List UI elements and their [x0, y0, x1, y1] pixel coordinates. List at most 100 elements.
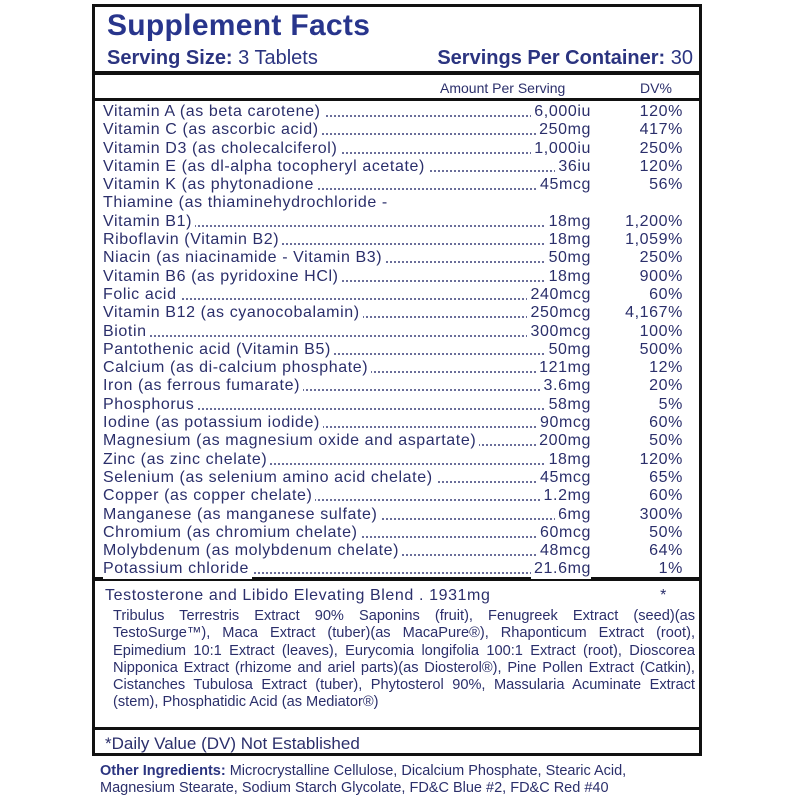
nutrient-row: Copper (as copper chelate) 1.2mg 60% — [103, 487, 691, 506]
nutrient-amount: 200mg — [536, 432, 591, 451]
nutrient-name: Vitamin D3 (as cholecalciferol) — [103, 139, 341, 158]
dv-column-header: DV% — [640, 80, 672, 96]
dot-leader — [103, 462, 587, 465]
servings-per-container: Servings Per Container: 30 — [437, 47, 693, 70]
nutrient-row: Zinc (as zinc chelate) 18mg 120% — [103, 450, 691, 469]
nutrient-dv: 250% — [639, 139, 683, 157]
nutrient-name: Vitamin C (as ascorbic acid) — [103, 121, 322, 140]
nutrient-dv: 120% — [639, 157, 683, 175]
supplement-facts-panel: Supplement Facts Serving Size: 3 Tablets… — [92, 4, 702, 756]
nutrient-row: Manganese (as manganese sulfate) 6mg 300% — [103, 505, 691, 524]
nutrient-amount: 250mg — [536, 121, 591, 140]
nutrient-amount: 6mg — [555, 505, 591, 524]
servings-label: Servings Per Container: — [437, 47, 666, 69]
dot-leader — [103, 151, 587, 154]
nutrient-amount: 18mg — [545, 231, 591, 250]
nutrient-row: Biotin 300mcg 100% — [103, 322, 691, 341]
nutrient-amount: 60mcg — [536, 523, 591, 543]
nutrient-amount: 121mg — [536, 359, 591, 378]
dot-leader — [103, 115, 587, 117]
nutrient-dv: 50% — [649, 523, 683, 541]
nutrient-dv: 65% — [649, 468, 683, 486]
nutrient-row: Thiamine (as thiaminehydrochloride - — [103, 194, 691, 213]
dot-leader — [103, 572, 587, 575]
blend-title: Testosterone and Libido Elevating Blend … — [105, 587, 491, 604]
nutrient-amount: 1.2mg — [540, 487, 591, 506]
serving-size-value: 3 Tablets — [238, 47, 318, 69]
nutrient-name: Phosphorus — [103, 395, 198, 415]
nutrient-dv: 120% — [639, 450, 683, 468]
nutrient-amount: 6,000iu — [531, 103, 591, 122]
nutrient-amount: 45mcg — [536, 176, 591, 195]
other-ingredients: Other Ingredients: Microcrystalline Cell… — [100, 763, 700, 797]
nutrient-row: Vitamin A (as beta carotene) 6,000iu 120% — [103, 103, 691, 122]
divider — [95, 98, 699, 101]
nutrient-name: Magnesium (as magnesium oxide and aspart… — [103, 432, 480, 451]
nutrient-name: Chromium (as chromium chelate) — [103, 523, 361, 543]
dot-leader — [103, 334, 587, 337]
nutrient-dv: 5% — [658, 395, 683, 413]
nutrient-dv: 417% — [639, 121, 683, 139]
blend-dv: * — [660, 587, 667, 604]
nutrient-dv: 100% — [639, 322, 683, 340]
nutrient-name: Vitamin B12 (as cyanocobalamin) — [103, 304, 363, 323]
nutrient-amount: 18mg — [545, 212, 591, 232]
nutrient-name: Copper (as copper chelate) — [103, 487, 316, 506]
nutrient-amount: 50mg — [545, 249, 591, 268]
nutrient-amount: 45mcg — [536, 468, 591, 488]
nutrient-amount: 90mcg — [536, 414, 591, 433]
nutrient-name: Vitamin E (as dl-alpha tocopheryl acetat… — [103, 157, 428, 177]
nutrient-amount: 300mcg — [527, 322, 591, 341]
dot-leader — [103, 243, 587, 246]
nutrient-name: Vitamin B1) — [103, 212, 196, 232]
nutrient-dv: 300% — [639, 505, 683, 523]
nutrient-dv: 60% — [649, 487, 683, 505]
dot-leader — [103, 279, 587, 282]
nutrient-dv: 4,167% — [625, 304, 683, 322]
nutrient-name: Thiamine (as thiaminehydrochloride - — [103, 194, 391, 213]
nutrient-name: Vitamin A (as beta carotene) — [103, 103, 324, 122]
panel-title: Supplement Facts — [107, 9, 371, 42]
other-ingredients-text: Microcrystalline Cellulose, Dicalcium Ph… — [100, 763, 627, 796]
nutrient-row: Folic acid 240mcg 60% — [103, 285, 691, 305]
nutrient-row: Vitamin E (as dl-alpha tocopheryl acetat… — [103, 157, 691, 177]
nutrient-row: Molybdenum (as molybdenum chelate) 48mcg 6… — [103, 542, 691, 561]
proprietary-blend: Testosterone and Libido Elevating Blend … — [105, 587, 695, 712]
nutrient-row: Selenium (as selenium amino acid chelate… — [103, 468, 691, 488]
divider — [95, 71, 699, 75]
nutrient-dv: 12% — [649, 359, 683, 377]
nutrient-amount: 21.6mg — [531, 560, 591, 579]
nutrient-list: Vitamin A (as beta carotene) 6,000iu 120% V… — [103, 103, 691, 579]
serving-size-label: Serving Size: — [107, 47, 233, 69]
dv-note: *Daily Value (DV) Not Established — [105, 734, 360, 753]
nutrient-row: Vitamin D3 (as cholecalciferol) 1,000iu 25… — [103, 139, 691, 158]
nutrient-dv: 1,200% — [625, 212, 683, 230]
dot-leader — [103, 297, 587, 300]
nutrient-row: Magnesium (as magnesium oxide and aspart… — [103, 432, 691, 451]
nutrient-amount: 36iu — [555, 157, 591, 177]
nutrient-name: Calcium (as di-calcium phosphate) — [103, 359, 372, 378]
nutrient-amount: 1,000iu — [531, 139, 591, 158]
other-ingredients-label: Other Ingredients: — [100, 763, 226, 779]
nutrient-row: Iron (as ferrous fumarate) 3.6mg 20% — [103, 377, 691, 396]
nutrient-dv: 50% — [649, 432, 683, 450]
nutrient-dv: 900% — [639, 267, 683, 285]
nutrient-name: Biotin — [103, 322, 150, 341]
nutrient-name: Pantothenic acid (Vitamin B5) — [103, 340, 334, 360]
nutrient-row: Iodine (as potassium iodide) 90mcg 60% — [103, 414, 691, 433]
dot-leader — [103, 352, 587, 355]
nutrient-name: Manganese (as manganese sulfate) — [103, 505, 381, 524]
nutrient-dv: 20% — [649, 377, 683, 395]
nutrient-row: Vitamin B1) 18mg 1,200% — [103, 212, 691, 232]
nutrient-name: Zinc (as zinc chelate) — [103, 450, 271, 469]
nutrient-dv: 60% — [649, 285, 683, 303]
nutrient-row: Riboflavin (Vitamin B2) 18mg 1,059% — [103, 231, 691, 250]
nutrient-amount: 58mg — [545, 395, 591, 415]
nutrient-row: Potassium chloride 21.6mg 1% — [103, 560, 691, 579]
nutrient-dv: 120% — [639, 103, 683, 120]
nutrient-name: Molybdenum (as molybdenum chelate) — [103, 542, 403, 561]
nutrient-row: Vitamin B12 (as cyanocobalamin) 250mcg 4,1… — [103, 304, 691, 323]
nutrient-amount: 48mcg — [536, 542, 591, 561]
nutrient-row: Calcium (as di-calcium phosphate) 121mg 12… — [103, 359, 691, 378]
dot-leader — [103, 133, 587, 136]
